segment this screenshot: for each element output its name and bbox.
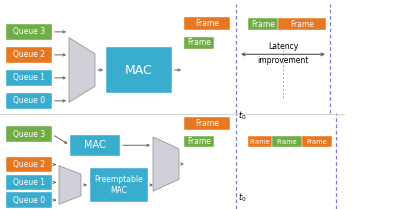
Text: MAC: MAC (84, 140, 106, 150)
Text: Queue 3: Queue 3 (13, 130, 45, 139)
FancyBboxPatch shape (278, 18, 326, 30)
Text: Latency: Latency (268, 42, 298, 51)
Text: Queue 2: Queue 2 (13, 50, 45, 59)
Text: Frame: Frame (307, 139, 327, 145)
FancyBboxPatch shape (106, 47, 172, 93)
FancyBboxPatch shape (6, 24, 52, 40)
Text: Frame: Frame (277, 139, 297, 145)
Polygon shape (59, 166, 81, 204)
Text: Queue 3: Queue 3 (13, 27, 45, 36)
FancyBboxPatch shape (6, 192, 52, 208)
Text: Queue 0: Queue 0 (13, 196, 45, 205)
FancyBboxPatch shape (90, 168, 148, 202)
Polygon shape (69, 38, 95, 102)
Text: MAC: MAC (125, 64, 153, 76)
FancyBboxPatch shape (184, 136, 214, 147)
FancyBboxPatch shape (6, 175, 52, 190)
Text: Queue 2: Queue 2 (13, 160, 45, 169)
Text: Queue 1: Queue 1 (13, 178, 45, 187)
Polygon shape (153, 137, 179, 191)
Text: $t_0$: $t_0$ (238, 191, 246, 204)
Text: Queue 1: Queue 1 (13, 73, 45, 82)
FancyBboxPatch shape (70, 135, 120, 156)
FancyBboxPatch shape (302, 136, 332, 147)
FancyBboxPatch shape (184, 117, 230, 130)
Text: $t_0$: $t_0$ (238, 110, 246, 122)
FancyBboxPatch shape (184, 17, 230, 30)
FancyBboxPatch shape (6, 93, 52, 109)
Text: Queue 0: Queue 0 (13, 96, 45, 105)
Text: Frame: Frame (251, 19, 275, 29)
FancyBboxPatch shape (6, 70, 52, 86)
Text: Frame: Frame (290, 19, 314, 29)
FancyBboxPatch shape (184, 37, 214, 49)
Text: Preemptable
MAC: Preemptable MAC (95, 175, 143, 195)
Text: Frame: Frame (195, 119, 219, 128)
FancyBboxPatch shape (248, 18, 278, 30)
Text: improvement: improvement (258, 56, 309, 65)
Text: Frame: Frame (187, 38, 211, 47)
Text: Frame: Frame (195, 19, 219, 28)
FancyBboxPatch shape (6, 126, 52, 142)
Text: Frame: Frame (250, 139, 270, 145)
Text: Frame: Frame (187, 137, 211, 146)
FancyBboxPatch shape (6, 157, 52, 172)
FancyBboxPatch shape (248, 136, 272, 147)
FancyBboxPatch shape (6, 47, 52, 63)
FancyBboxPatch shape (272, 136, 302, 147)
